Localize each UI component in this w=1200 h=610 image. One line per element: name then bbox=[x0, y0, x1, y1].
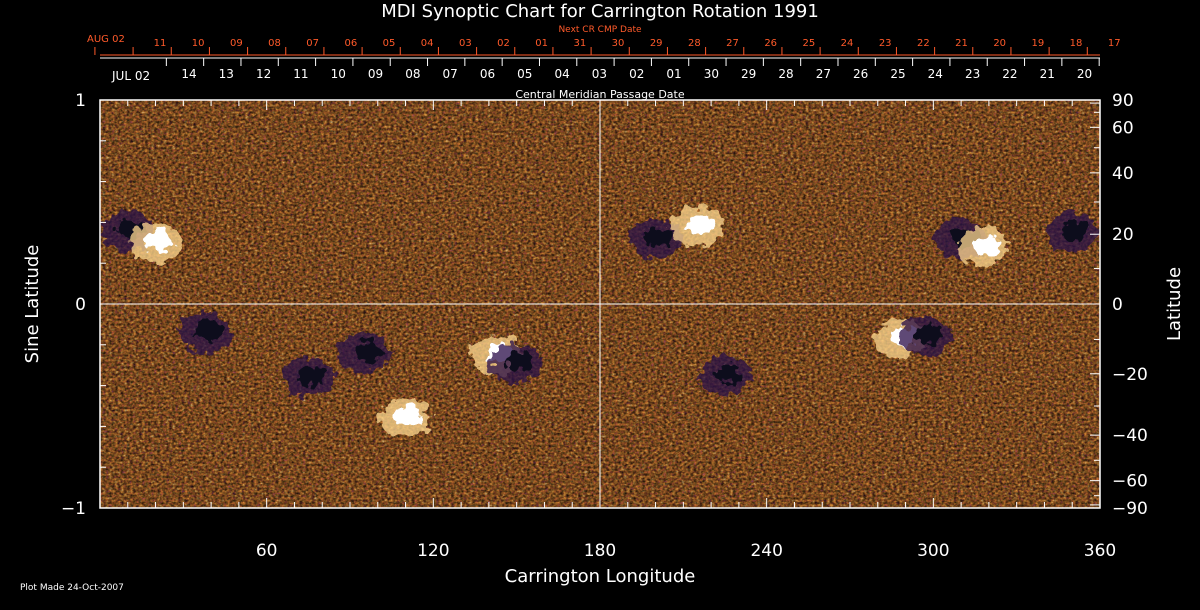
negative-polarity-core bbox=[1062, 220, 1089, 241]
cmp-date-label: 26 bbox=[853, 67, 868, 81]
next-cr-date-label: 29 bbox=[650, 38, 663, 49]
lat-tick-label: −60 bbox=[1112, 472, 1148, 492]
x-axis-label: Carrington Longitude bbox=[505, 566, 696, 587]
positive-polarity-core bbox=[973, 234, 1000, 255]
lat-tick-label: −20 bbox=[1112, 365, 1148, 385]
x-tick-label: 60 bbox=[256, 541, 278, 561]
next-cr-date-label: 06 bbox=[344, 38, 357, 49]
next-cr-date-label: 07 bbox=[306, 38, 319, 49]
cmp-date-label: 13 bbox=[219, 67, 234, 81]
next-cr-date-label: 04 bbox=[421, 38, 434, 49]
y-axis-label: Sine Latitude bbox=[22, 245, 43, 364]
cmp-date-label: 02 bbox=[629, 67, 644, 81]
plot-made-note: Plot Made 24-Oct-2007 bbox=[20, 583, 124, 593]
negative-polarity-core bbox=[715, 363, 741, 384]
cmp-date-label: 03 bbox=[592, 67, 607, 81]
next-cr-date-label: 31 bbox=[573, 38, 586, 49]
next-cr-date-label: 21 bbox=[955, 38, 968, 49]
cmp-date-label: 25 bbox=[890, 67, 905, 81]
cmp-date-label: 11 bbox=[293, 67, 308, 81]
lat-tick-label: 20 bbox=[1112, 225, 1134, 245]
next-cr-date-label: 26 bbox=[764, 38, 777, 49]
next-cr-date-label: 19 bbox=[1031, 38, 1044, 49]
sine-latitude-axis: 1 0 −1 bbox=[61, 91, 110, 519]
next-cr-date-label: 23 bbox=[879, 38, 892, 49]
latitude-axis: 90 60 40 20 0 −20 −40 −60 −90 bbox=[1090, 91, 1148, 519]
next-cr-date-label: 05 bbox=[383, 38, 396, 49]
cmp-date-label: 30 bbox=[704, 67, 719, 81]
cmp-date-label: 08 bbox=[405, 67, 420, 81]
y-tick-label: 1 bbox=[75, 91, 86, 111]
cmp-date-label: 04 bbox=[554, 67, 569, 81]
chart-title: MDI Synoptic Chart for Carrington Rotati… bbox=[381, 1, 819, 22]
cmp-date-label: 28 bbox=[778, 67, 793, 81]
negative-polarity-core bbox=[298, 365, 325, 386]
cmp-axis-ticks: 14 13 12 11 10 09 08 07 06 05 04 03 02 01 30 29 28 27 26 25… bbox=[165, 58, 1100, 81]
x-tick-label: 300 bbox=[917, 541, 949, 561]
cmp-date-label: 12 bbox=[256, 67, 271, 81]
negative-polarity-core bbox=[353, 340, 380, 361]
next-cr-date-label: 24 bbox=[841, 38, 854, 49]
next-cr-date-label: 11 bbox=[154, 38, 167, 49]
negative-polarity-core bbox=[506, 351, 533, 372]
x-tick-label: 180 bbox=[584, 541, 616, 561]
cmp-start-label: JUL 02 bbox=[111, 69, 150, 83]
next-cr-date-label: 28 bbox=[688, 38, 701, 49]
cmp-date-label: 09 bbox=[368, 67, 383, 81]
next-cr-axis-ticks: 11 10 09 08 07 06 05 04 03 02 01 31 30 29 28 27 26 25 24 23… bbox=[94, 38, 1121, 55]
lat-tick-label: 90 bbox=[1112, 91, 1134, 111]
next-cr-date-label: 01 bbox=[535, 38, 548, 49]
lat-tick-label: 0 bbox=[1112, 295, 1123, 315]
next-cr-date-label: 03 bbox=[459, 38, 472, 49]
cmp-date-label: 22 bbox=[1002, 67, 1017, 81]
next-cr-date-label: 27 bbox=[726, 38, 739, 49]
cmp-date-label: 20 bbox=[1077, 67, 1092, 81]
cmp-date-label: 29 bbox=[741, 67, 756, 81]
positive-polarity-core bbox=[687, 214, 714, 235]
cmp-date-label: 23 bbox=[965, 67, 980, 81]
positive-polarity-core bbox=[395, 406, 422, 427]
negative-polarity-core bbox=[645, 226, 672, 247]
cmp-date-label: 10 bbox=[331, 67, 346, 81]
cmp-date-label: 06 bbox=[480, 67, 495, 81]
cmp-date-label: 01 bbox=[666, 67, 681, 81]
next-cr-date-label: 18 bbox=[1070, 38, 1083, 49]
next-cr-date-label: 25 bbox=[802, 38, 815, 49]
lat-tick-label: 40 bbox=[1112, 164, 1134, 184]
cmp-date-label: 14 bbox=[181, 67, 196, 81]
lat-tick-label: −40 bbox=[1112, 426, 1148, 446]
next-cr-date-label: 10 bbox=[192, 38, 205, 49]
active-regions bbox=[101, 206, 1099, 439]
negative-polarity-core bbox=[915, 324, 941, 345]
next-cr-axis-label: Next CR CMP Date bbox=[558, 25, 642, 35]
longitude-axis: 60 120 180 240 300 360 bbox=[127, 100, 1116, 561]
positive-polarity-core bbox=[145, 230, 172, 251]
next-cr-date-label: 08 bbox=[268, 38, 281, 49]
cmp-date-label: 24 bbox=[928, 67, 943, 81]
next-cr-date-label: 02 bbox=[497, 38, 510, 49]
y-tick-label: 0 bbox=[75, 295, 86, 315]
x-tick-label: 360 bbox=[1084, 541, 1116, 561]
next-cr-date-label: 09 bbox=[230, 38, 243, 49]
next-cr-date-label: 20 bbox=[993, 38, 1006, 49]
x-tick-label: 240 bbox=[750, 541, 782, 561]
lat-tick-label: 60 bbox=[1112, 118, 1134, 138]
negative-polarity-core bbox=[195, 320, 222, 341]
y-tick-label: −1 bbox=[61, 499, 86, 519]
cmp-date-label: 05 bbox=[517, 67, 532, 81]
cmp-axis-label: Central Meridian Passage Date bbox=[515, 88, 684, 101]
lat-tick-label: −90 bbox=[1112, 499, 1148, 519]
x-tick-label: 120 bbox=[417, 541, 449, 561]
y2-axis-label: Latitude bbox=[1164, 267, 1185, 341]
next-cr-date-label: 17 bbox=[1108, 38, 1121, 49]
next-cr-date-label: 30 bbox=[612, 38, 625, 49]
next-cr-start-label: AUG 02 bbox=[87, 34, 125, 45]
cmp-date-label: 27 bbox=[816, 67, 831, 81]
cmp-date-label: 07 bbox=[443, 67, 458, 81]
next-cr-date-label: 22 bbox=[917, 38, 930, 49]
cmp-date-label: 21 bbox=[1040, 67, 1055, 81]
